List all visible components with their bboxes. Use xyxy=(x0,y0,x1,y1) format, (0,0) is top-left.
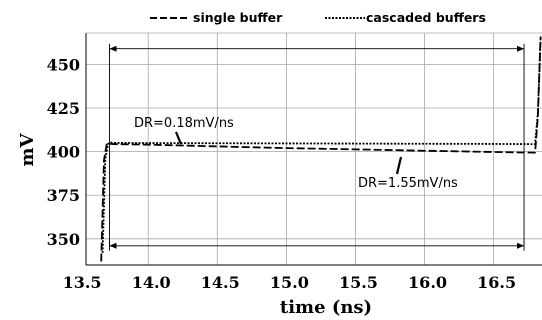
x-tick-label: 16.5 xyxy=(477,273,516,292)
x-tick-label: 15.0 xyxy=(270,273,309,292)
annotation-text: DR=1.55mV/ns xyxy=(358,176,458,191)
x-tick-label: 15.5 xyxy=(339,273,378,292)
legend-label-cascaded-buffers: cascaded buffers xyxy=(366,10,486,25)
tick-labels: 13.5 14.0 14.5 15.0 15.5 16.0 16.5 350 375 400 425… xyxy=(47,55,517,292)
annotation-0: DR=0.18mV/ns xyxy=(134,116,234,145)
interval-marker-arrowhead xyxy=(109,45,117,52)
interval-marker-1 xyxy=(109,240,525,251)
interval-marker-0 xyxy=(109,43,525,54)
interval-marker-arrowhead xyxy=(109,242,117,249)
annotation-leader xyxy=(395,156,403,175)
series-line-single-buffer xyxy=(100,36,542,262)
annotations: DR=0.18mV/ns DR=1.55mV/ns xyxy=(134,116,458,191)
plot-area xyxy=(85,32,542,266)
annotation-text: DR=0.18mV/ns xyxy=(134,116,234,131)
y-tick-label: 425 xyxy=(47,99,80,118)
y-tick-label: 450 xyxy=(47,55,80,74)
x-tick-label: 13.5 xyxy=(63,273,102,292)
y-tick-label: 350 xyxy=(47,230,80,249)
legend: single buffer cascaded buffers xyxy=(150,10,486,25)
series-line-cascaded-buffers xyxy=(101,36,542,253)
x-tick-label: 14.0 xyxy=(132,273,171,292)
x-tick-label: 16.0 xyxy=(408,273,447,292)
legend-label-single-buffer: single buffer xyxy=(193,10,283,25)
interval-marker-arrowhead xyxy=(517,45,525,52)
interval-marker-arrowhead xyxy=(517,242,525,249)
x-axis-label: time (ns) xyxy=(280,297,372,318)
series-group xyxy=(100,36,542,262)
annotation-1: DR=1.55mV/ns xyxy=(358,156,458,191)
y-tick-label: 375 xyxy=(47,186,80,205)
y-axis-label: mV xyxy=(17,132,38,166)
x-tick-label: 14.5 xyxy=(201,273,240,292)
y-tick-label: 400 xyxy=(47,143,80,162)
interval-markers xyxy=(109,43,525,251)
annotation-leader xyxy=(174,131,183,145)
